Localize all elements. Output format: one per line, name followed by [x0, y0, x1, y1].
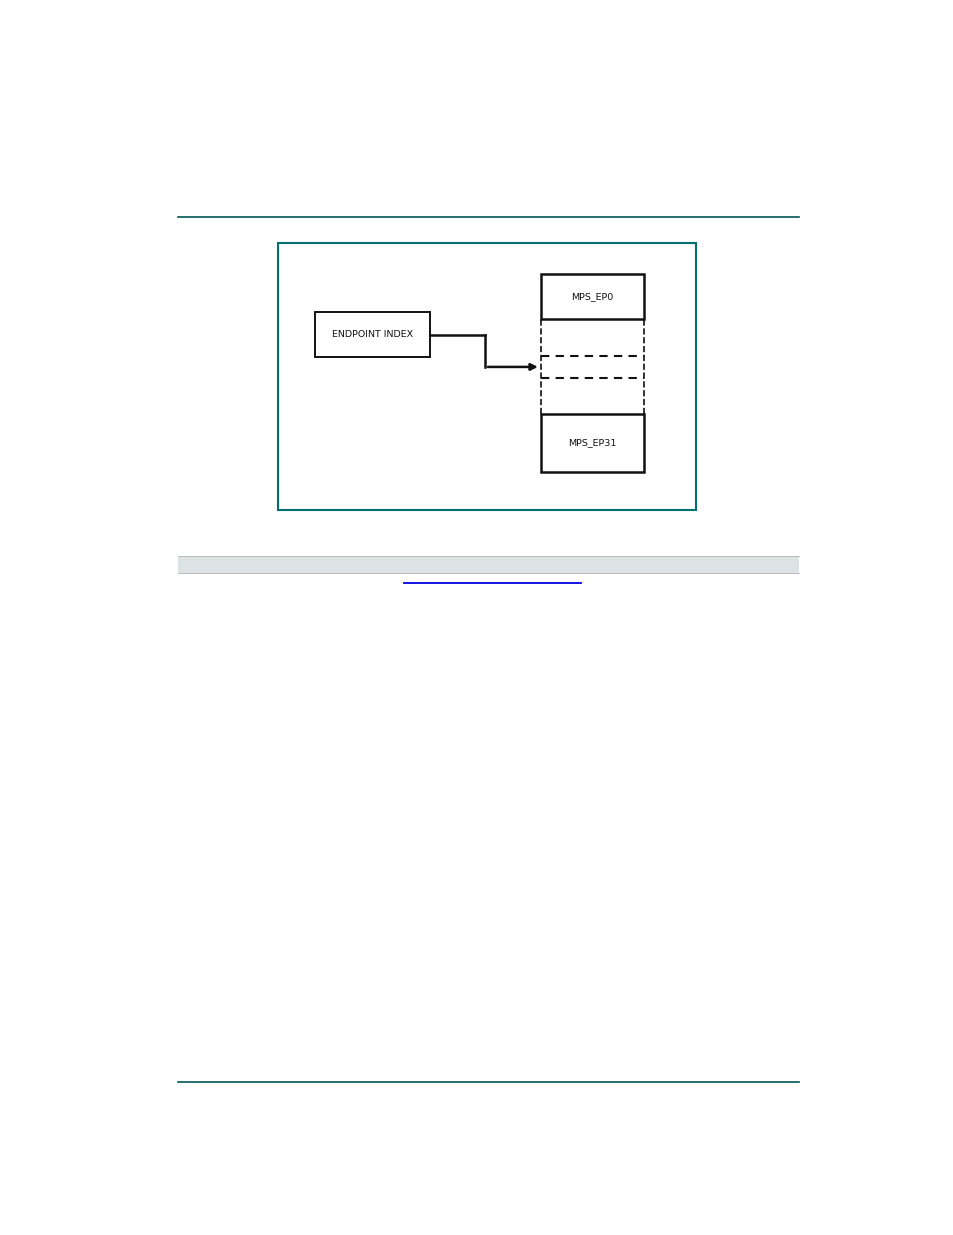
Bar	[540, 415, 643, 472]
Text: MPS_EP0: MPS_EP0	[571, 291, 613, 301]
Text: MPS_EP31: MPS_EP31	[568, 438, 616, 447]
Bar	[314, 311, 429, 357]
Text: ENDPOINT INDEX: ENDPOINT INDEX	[332, 330, 413, 340]
Bar	[178, 556, 799, 573]
Bar	[278, 243, 695, 510]
Bar	[540, 274, 643, 320]
